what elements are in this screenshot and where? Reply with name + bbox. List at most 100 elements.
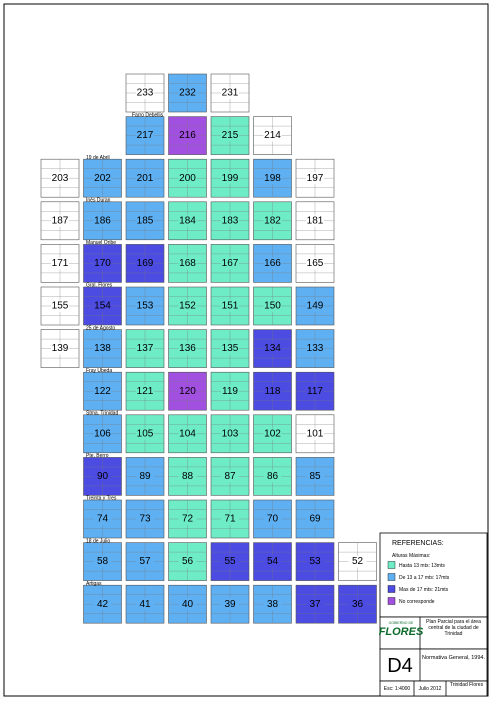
label-bg xyxy=(263,555,282,568)
label-bg xyxy=(221,214,239,227)
block-label: 104 xyxy=(179,428,196,439)
label-bg xyxy=(136,300,154,312)
label-bg xyxy=(306,513,324,525)
block-label: 166 xyxy=(264,258,281,269)
legend: REFERENCIAS: Alturas Máximas: Hasta 13 m… xyxy=(379,532,488,618)
block-label: 231 xyxy=(222,88,239,99)
block-label: 170 xyxy=(94,258,111,269)
block-label: 88 xyxy=(182,471,194,482)
block-label: 149 xyxy=(307,301,324,312)
block-label: 86 xyxy=(267,471,279,482)
block-label: 217 xyxy=(137,130,154,141)
block-label: 36 xyxy=(352,599,364,610)
legend-swatch xyxy=(387,585,396,593)
block-label: 38 xyxy=(267,599,279,610)
label-bg xyxy=(263,470,282,483)
label-bg xyxy=(221,342,239,355)
block-label: 58 xyxy=(97,556,109,567)
title-row xyxy=(379,616,488,650)
label-bg xyxy=(263,129,282,142)
street-label: Inés Duran xyxy=(86,198,111,204)
plan: Plan Parcial para el área central de la … xyxy=(426,619,481,637)
label-bg xyxy=(306,172,324,185)
legend-label: No corresponde xyxy=(399,599,435,605)
block-label: 182 xyxy=(264,215,281,226)
label-bg xyxy=(178,427,197,440)
block-label: 216 xyxy=(179,130,196,141)
block-label: 135 xyxy=(222,343,239,354)
block-label: 55 xyxy=(224,556,236,567)
block-label: 215 xyxy=(222,130,239,141)
block-label: 69 xyxy=(309,514,321,525)
label-bg xyxy=(263,598,282,611)
label-bg xyxy=(136,555,154,568)
legend-label: Hasta 13 mts: 13mts xyxy=(399,563,445,569)
street-label: 18 de Julio xyxy=(86,538,110,544)
label-bg xyxy=(221,257,239,270)
block-label: 90 xyxy=(97,471,109,482)
label-bg xyxy=(51,257,69,270)
block-label: 171 xyxy=(52,258,69,269)
block-label: 133 xyxy=(307,343,324,354)
name-box: Normativa General, 1994. xyxy=(422,655,485,661)
street-label: Farro Debellis xyxy=(132,112,164,118)
block-label: 155 xyxy=(52,301,69,312)
block-label: 52 xyxy=(352,556,364,567)
label-bg xyxy=(221,470,239,483)
block-label: 187 xyxy=(52,215,69,226)
block-label: 105 xyxy=(137,428,154,439)
label-bg xyxy=(51,300,69,312)
label-bg xyxy=(178,470,197,483)
legend-swatch xyxy=(387,573,396,581)
label-bg xyxy=(178,513,197,525)
label-bg xyxy=(136,87,154,99)
block-label: 73 xyxy=(139,514,151,525)
date: Julio 2012 xyxy=(419,686,442,692)
label-bg xyxy=(93,427,112,440)
block-label: 199 xyxy=(222,173,239,184)
scale: Esc: 1:4000 xyxy=(384,686,411,692)
block-label: 167 xyxy=(222,258,239,269)
block-label: 120 xyxy=(179,386,196,397)
block-label: 41 xyxy=(139,599,151,610)
label-bg xyxy=(306,342,324,355)
block-label: 232 xyxy=(179,88,196,99)
block-label: 139 xyxy=(52,343,69,354)
block-label: 153 xyxy=(137,301,154,312)
label-bg xyxy=(93,214,112,227)
street-label: Stma. Trinidad xyxy=(86,411,118,417)
label-bg xyxy=(221,300,239,312)
label-bg xyxy=(93,342,112,355)
label-bg xyxy=(306,470,324,483)
block-label: 214 xyxy=(264,130,281,141)
block-label: 121 xyxy=(137,386,154,397)
label-bg xyxy=(51,214,69,227)
block-label: 56 xyxy=(182,556,194,567)
block-label: 181 xyxy=(307,215,324,226)
block-label: 89 xyxy=(139,471,151,482)
legend-label: De 13 a 17 mts: 17mts xyxy=(399,575,450,581)
street-label: Fray Ubeda xyxy=(86,368,112,374)
label-bg xyxy=(348,555,367,568)
block-label: 39 xyxy=(224,599,236,610)
label-bg xyxy=(221,555,239,568)
label-bg xyxy=(221,385,239,398)
block-label: 201 xyxy=(137,173,154,184)
block-label: 57 xyxy=(139,556,151,567)
label-bg xyxy=(93,470,112,483)
block-label: 150 xyxy=(264,301,281,312)
label-bg xyxy=(263,427,282,440)
street-label: Manuel Oribe xyxy=(86,240,116,246)
label-bg xyxy=(178,555,197,568)
block-label: 134 xyxy=(264,343,281,354)
block-label: 85 xyxy=(309,471,321,482)
block-label: 53 xyxy=(309,556,321,567)
block-label: 136 xyxy=(179,343,196,354)
label-bg xyxy=(93,385,112,398)
block-label: 106 xyxy=(94,428,111,439)
block-label: 42 xyxy=(97,599,109,610)
label-bg xyxy=(178,214,197,227)
label-bg xyxy=(178,342,197,355)
label-bg xyxy=(263,172,282,185)
